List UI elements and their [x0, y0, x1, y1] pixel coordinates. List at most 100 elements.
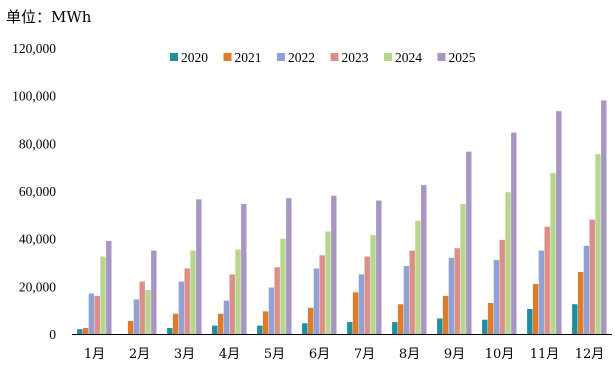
x-tick-label: 6月 — [309, 347, 330, 362]
x-tick-label: 1月 — [84, 347, 105, 362]
bar-2020-11 — [527, 308, 533, 334]
bar-2020-4 — [212, 325, 218, 334]
bar-2023-11 — [544, 226, 550, 334]
bar-2021-10 — [487, 303, 494, 334]
legend-label-2022: 2022 — [288, 50, 315, 65]
bar-2021-12 — [577, 272, 584, 334]
legend-label-2020: 2020 — [181, 50, 208, 65]
x-tick-label: 9月 — [444, 347, 465, 362]
bar-2023-1 — [94, 295, 100, 334]
bar-2022-9 — [448, 257, 455, 334]
unit-label: 单位：MWh — [6, 8, 92, 26]
y-tick-label: 40,000 — [19, 232, 56, 247]
bar-2022-11 — [538, 250, 545, 334]
bar-2021-2 — [127, 320, 134, 334]
x-tick-label: 8月 — [399, 347, 420, 362]
x-axis-labels: 1月 2月 3月 4月 5月 6月 7月 8月 9月 10月 11月 12月 — [84, 347, 604, 362]
y-tick-label: 120,000 — [12, 41, 56, 56]
bar-2025-12 — [601, 100, 607, 335]
bar-2021-9 — [442, 295, 449, 334]
bar-2021-1 — [82, 328, 89, 334]
y-tick-label: 0 — [49, 327, 56, 342]
bar-2025-3 — [196, 199, 202, 334]
y-tick-label: 60,000 — [19, 184, 56, 199]
bar-2022-2 — [133, 299, 140, 334]
bar-2022-8 — [403, 266, 410, 334]
legend-swatch-2023 — [330, 53, 339, 61]
bar-2024-9 — [460, 204, 466, 334]
x-tick-label: 2月 — [129, 347, 150, 362]
bar-2022-7 — [358, 274, 365, 334]
bar-2024-1 — [100, 256, 106, 334]
bar-2023-5 — [274, 267, 280, 334]
bar-2025-8 — [421, 185, 427, 334]
bar-2021-11 — [532, 283, 539, 334]
bar-2020-6 — [302, 323, 308, 334]
y-tick-label: 100,000 — [12, 89, 56, 104]
bar-2020-12 — [572, 304, 578, 334]
bar-2025-2 — [151, 250, 157, 334]
legend-swatch-2024 — [384, 53, 392, 61]
bar-2021-8 — [397, 304, 404, 334]
bar-2025-9 — [466, 151, 472, 334]
bar-2020-1 — [77, 329, 83, 334]
bar-2023-7 — [364, 256, 370, 334]
bar-2020-7 — [347, 322, 353, 334]
bar-2024-5 — [280, 238, 286, 334]
bar-2024-12 — [595, 154, 601, 334]
bar-2023-6 — [319, 255, 325, 334]
bar-2022-12 — [583, 245, 590, 334]
bar-2021-6 — [307, 307, 314, 334]
bar-2022-1 — [88, 293, 95, 334]
bar-2022-3 — [178, 281, 185, 334]
y-tick-label: 80,000 — [19, 136, 56, 151]
bar-2023-12 — [589, 219, 595, 334]
x-tick-label: 4月 — [219, 347, 240, 362]
bar-2025-4 — [241, 204, 247, 334]
bar-2023-2 — [139, 281, 145, 334]
x-tick-label: 10月 — [485, 347, 515, 362]
bars — [77, 100, 607, 335]
legend-label-2023: 2023 — [342, 50, 369, 65]
bar-2025-7 — [376, 200, 382, 334]
bar-2025-10 — [511, 132, 517, 334]
bar-2024-4 — [235, 249, 241, 334]
bar-2021-4 — [217, 313, 224, 334]
legend-label-2024: 2024 — [395, 50, 422, 65]
y-tick-label: 20,000 — [19, 279, 56, 294]
x-tick-label: 7月 — [354, 347, 375, 362]
bar-2023-4 — [229, 274, 235, 334]
bar-2020-9 — [437, 318, 443, 334]
bar-2022-6 — [313, 268, 320, 334]
bar-2023-9 — [454, 248, 460, 334]
bar-2022-5 — [268, 287, 275, 334]
bar-2023-3 — [184, 268, 190, 334]
bar-2024-2 — [145, 289, 151, 334]
legend-swatch-2022 — [277, 53, 285, 61]
bar-2021-3 — [172, 313, 179, 334]
y-axis-ticks: 0 20,000 40,000 60,000 80,000 100,000 120,000 — [12, 41, 56, 342]
legend: 2020 2021 2022 2023 2024 2025 — [170, 50, 476, 65]
bar-2022-10 — [493, 260, 500, 334]
bar-2020-10 — [482, 319, 488, 334]
x-tick-label: 12月 — [575, 347, 605, 362]
bar-2021-5 — [262, 311, 269, 334]
bar-2020-5 — [257, 325, 263, 334]
legend-swatch-2021 — [223, 53, 232, 61]
legend-label-2025: 2025 — [449, 50, 476, 65]
bar-2023-8 — [409, 250, 415, 334]
x-tick-label: 3月 — [174, 347, 195, 362]
bar-2025-11 — [556, 111, 562, 334]
bar-2023-10 — [499, 239, 505, 334]
bar-2021-7 — [352, 292, 359, 334]
bar-2020-3 — [167, 328, 173, 334]
legend-swatch-2020 — [170, 53, 178, 61]
legend-label-2021: 2021 — [235, 50, 262, 65]
bar-2020-8 — [392, 322, 398, 334]
bar-2025-5 — [286, 198, 292, 334]
bar-2022-4 — [223, 300, 230, 334]
bar-2024-7 — [370, 235, 376, 334]
bar-2025-1 — [106, 241, 112, 334]
x-tick-label: 5月 — [264, 347, 285, 362]
